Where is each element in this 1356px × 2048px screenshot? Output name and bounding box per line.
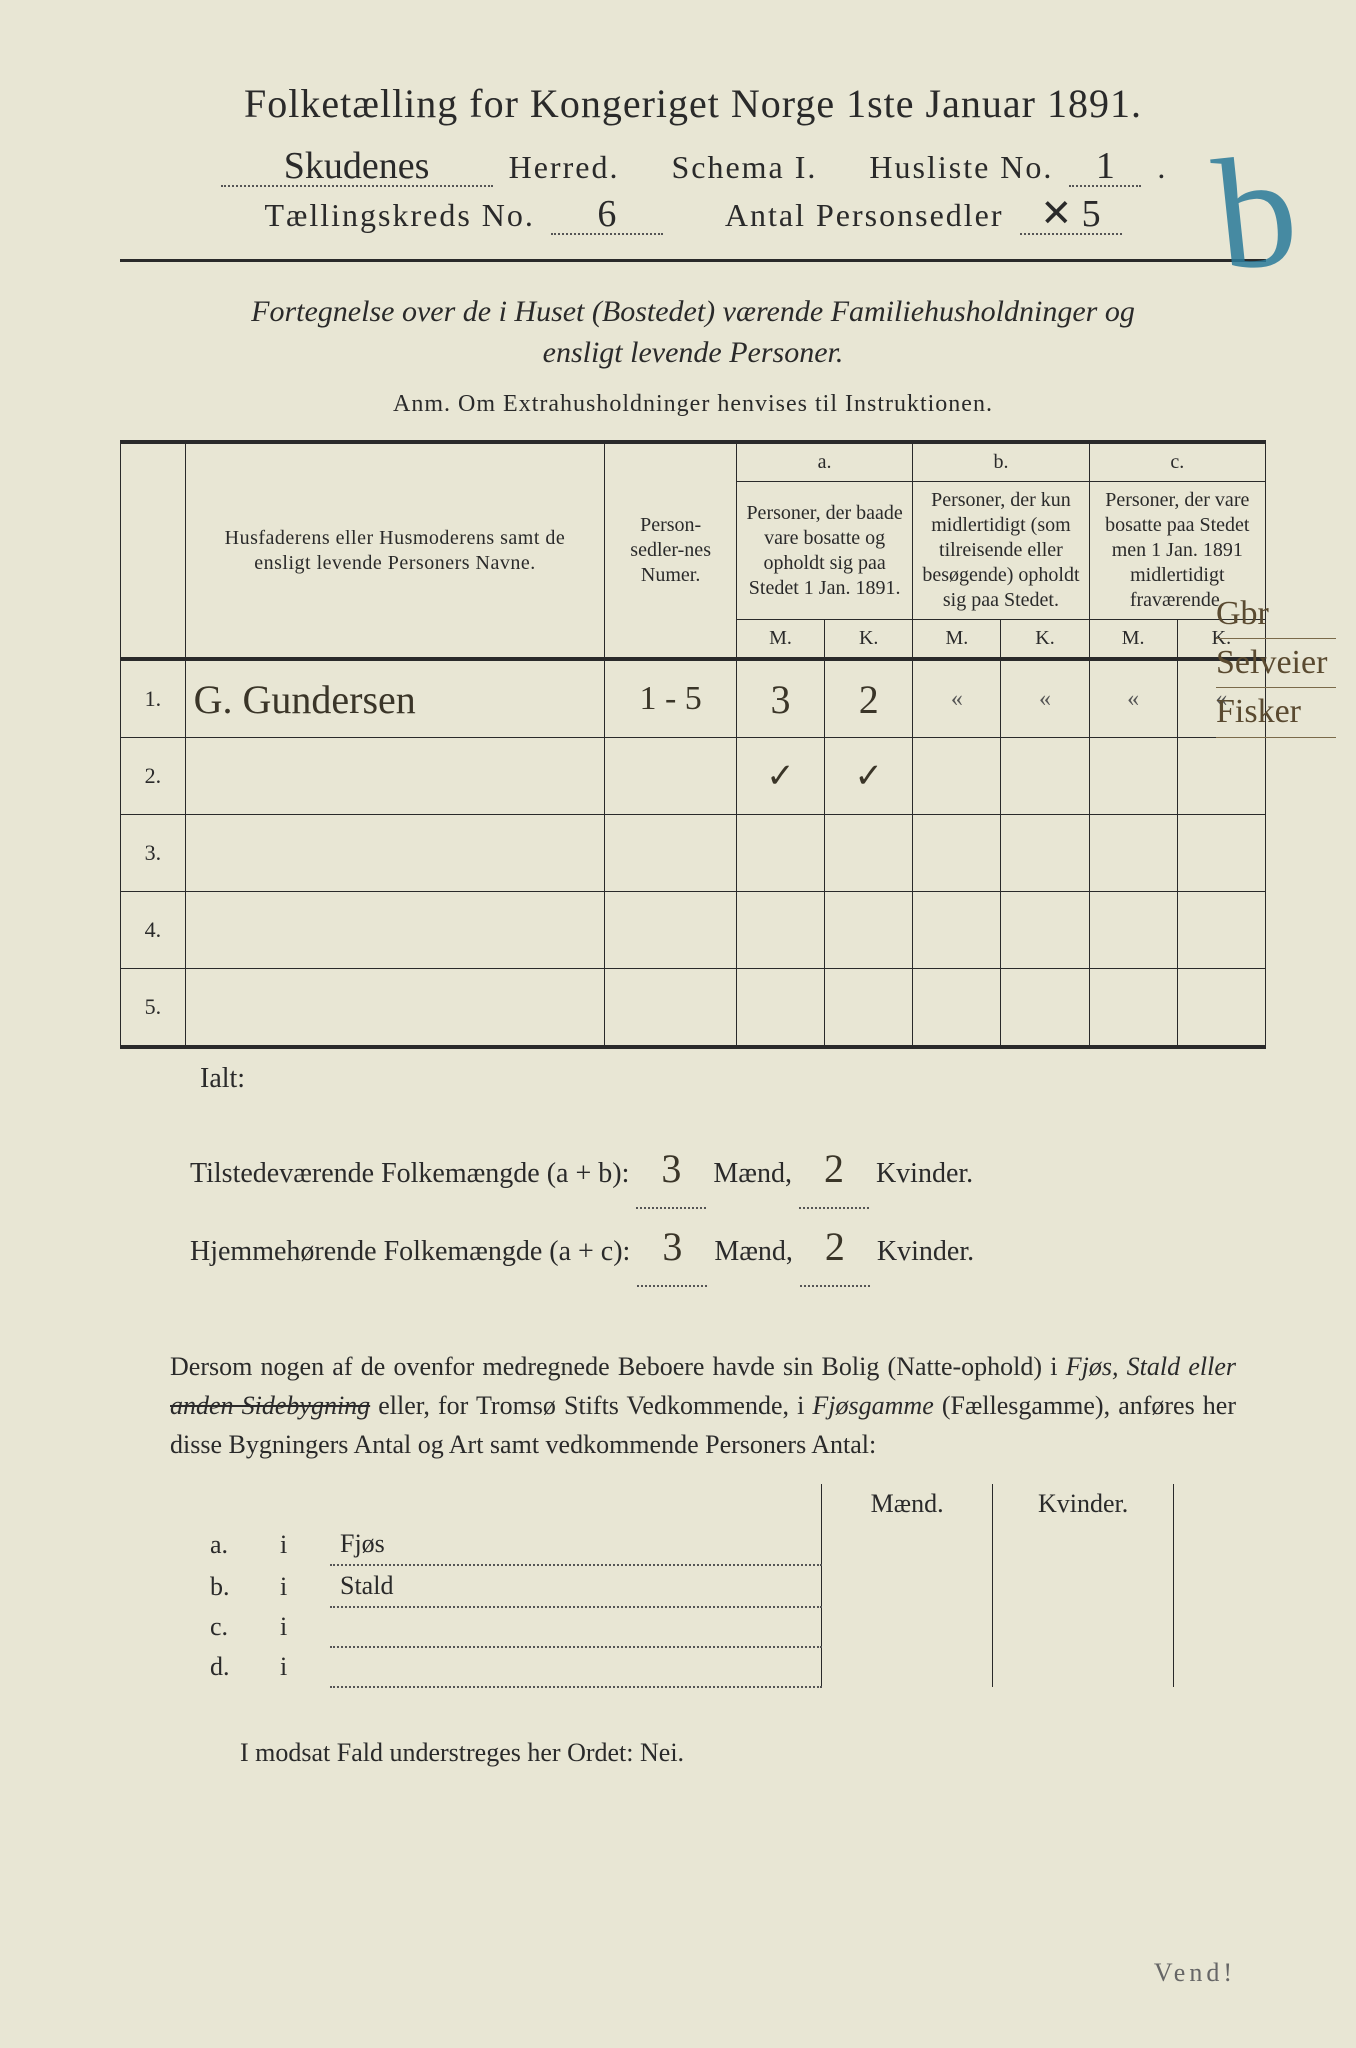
- anm-note: Anm. Om Extrahusholdninger henvises til …: [120, 391, 1266, 418]
- vend-label: Vend!: [1154, 1958, 1236, 1988]
- personsedler-value: ✕ 5: [1020, 195, 1122, 235]
- mk-maend: Mænd.: [822, 1484, 993, 1524]
- instruction-paragraph: Dersom nogen af de ovenfor medregnede Be…: [120, 1347, 1266, 1464]
- header-row-1: Skudenes Herred. Schema I. Husliste No. …: [120, 147, 1266, 187]
- row-name: G. Gundersen: [194, 677, 416, 722]
- building-row: a. i Fjøs: [200, 1524, 1174, 1565]
- herred-value: Skudenes: [221, 147, 493, 187]
- personsedler-label: Antal Personsedler: [725, 197, 1004, 234]
- total-ac-k: 2: [800, 1209, 870, 1287]
- cell-bm: «: [951, 686, 963, 712]
- th-a-k: K.: [825, 620, 913, 660]
- husliste-label: Husliste No.: [869, 149, 1053, 186]
- th-numer: Person-sedler-nes Numer.: [605, 442, 737, 659]
- building-row: d. i: [200, 1647, 1174, 1687]
- cell-am: 3: [771, 677, 791, 722]
- document-title: Folketælling for Kongeriget Norge 1ste J…: [120, 80, 1266, 127]
- th-a-label: a.: [736, 442, 912, 482]
- herred-label: Herred.: [509, 149, 620, 186]
- table-row: 1. G. Gundersen 1 - 5 3 2 « « « «: [121, 659, 1266, 738]
- cell-ak: 2: [859, 677, 879, 722]
- divider-line: [120, 259, 1266, 262]
- th-b-label: b.: [913, 442, 1089, 482]
- totals-line-1: Tilstedeværende Folkemængde (a + b): 3 M…: [190, 1131, 1266, 1209]
- table-row: 2. ✓ ✓: [121, 738, 1266, 815]
- header-row-2: Tællingskreds No. 6 Antal Personsedler ✕…: [120, 195, 1266, 235]
- building-row: b. i Stald: [200, 1565, 1174, 1607]
- subtitle-text: Fortegnelse over de i Huset (Bostedet) v…: [220, 292, 1166, 373]
- totals-block: Tilstedeværende Folkemængde (a + b): 3 M…: [120, 1131, 1266, 1287]
- total-ab-m: 3: [636, 1131, 706, 1209]
- margin-note-3: Fisker: [1216, 688, 1336, 737]
- husliste-value: 1: [1069, 147, 1141, 187]
- th-c-label: c.: [1089, 442, 1265, 482]
- th-b-k: K.: [1001, 620, 1089, 660]
- schema-label: Schema I.: [671, 149, 817, 186]
- ialt-label: Ialt:: [120, 1063, 1266, 1095]
- corner-annotation-letter: b: [1207, 116, 1306, 308]
- total-ac-m: 3: [637, 1209, 707, 1287]
- th-a-text: Personer, der baade vare bosatte og opho…: [736, 482, 912, 620]
- table-row: 4.: [121, 892, 1266, 969]
- th-c-m: M.: [1089, 620, 1177, 660]
- th-b-text: Personer, der kun midlertidigt (som tilr…: [913, 482, 1089, 620]
- footer-nei-line: I modsat Fald understreges her Ordet: Ne…: [120, 1738, 1266, 1768]
- cell-cm: «: [1127, 686, 1139, 712]
- margin-note-1: Gbr: [1216, 590, 1336, 639]
- table-row: 5.: [121, 969, 1266, 1048]
- th-a-m: M.: [736, 620, 824, 660]
- row-number: 1.: [121, 659, 186, 738]
- building-table: Mænd. Kvinder. a. i Fjøs b. i Stald c. i…: [200, 1484, 1174, 1688]
- kreds-value: 6: [551, 195, 663, 235]
- mk-kvinder: Kvinder.: [993, 1484, 1174, 1524]
- census-form-page: b Gbr Selveier Fisker Folketælling for K…: [0, 0, 1356, 2048]
- th-rownum: [121, 442, 186, 659]
- totals-line-2: Hjemmehørende Folkemængde (a + c): 3 Mæn…: [190, 1209, 1266, 1287]
- margin-notes: Gbr Selveier Fisker: [1216, 590, 1336, 738]
- cell-bk: «: [1039, 686, 1051, 712]
- th-b-m: M.: [913, 620, 1001, 660]
- kreds-label: Tællingskreds No.: [264, 197, 534, 234]
- row-num-range: 1 - 5: [639, 680, 701, 717]
- total-ab-k: 2: [799, 1131, 869, 1209]
- margin-note-2: Selveier: [1216, 639, 1336, 688]
- household-table: Husfaderens eller Husmoderens samt de en…: [120, 440, 1266, 1049]
- building-row: c. i: [200, 1607, 1174, 1647]
- table-row: 3.: [121, 815, 1266, 892]
- th-names: Husfaderens eller Husmoderens samt de en…: [185, 442, 605, 659]
